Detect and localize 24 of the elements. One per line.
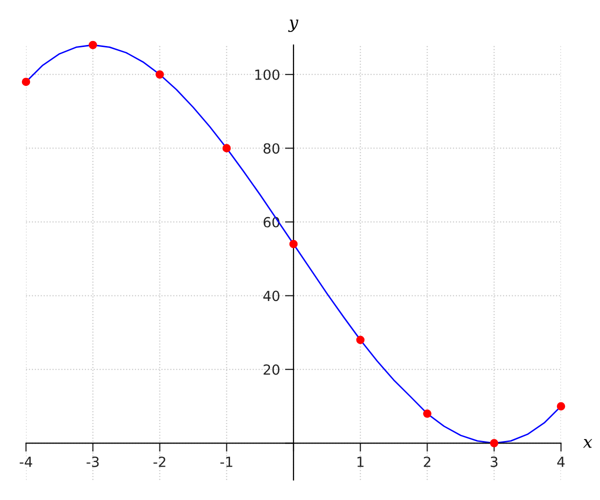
point xyxy=(356,336,365,344)
point xyxy=(423,409,432,418)
point xyxy=(490,438,498,448)
x-tick-label: 4 xyxy=(557,456,565,467)
x-tick-label: 2 xyxy=(424,456,430,467)
point xyxy=(156,70,164,79)
point xyxy=(88,40,98,50)
x-axis-title: x xyxy=(583,439,592,448)
x-tick-label: 1 xyxy=(357,456,364,467)
x-tick-label: -4 xyxy=(20,456,32,467)
point xyxy=(556,402,566,410)
y-tick-label: 20 xyxy=(264,364,280,375)
point xyxy=(22,78,30,86)
x-tick-label: -3 xyxy=(86,456,99,468)
x-tick-label: -2 xyxy=(154,456,166,467)
point xyxy=(289,240,298,248)
point xyxy=(222,144,231,152)
x-tick-label: 3 xyxy=(490,456,498,468)
y-tick-label: 60 xyxy=(264,216,280,228)
x-tick-label: -1 xyxy=(220,456,232,467)
y-tick-label: 100 xyxy=(255,69,280,80)
y-tick-label: 40 xyxy=(263,290,280,302)
y-axis-title: y xyxy=(288,20,298,32)
y-tick-label: 80 xyxy=(264,143,280,154)
